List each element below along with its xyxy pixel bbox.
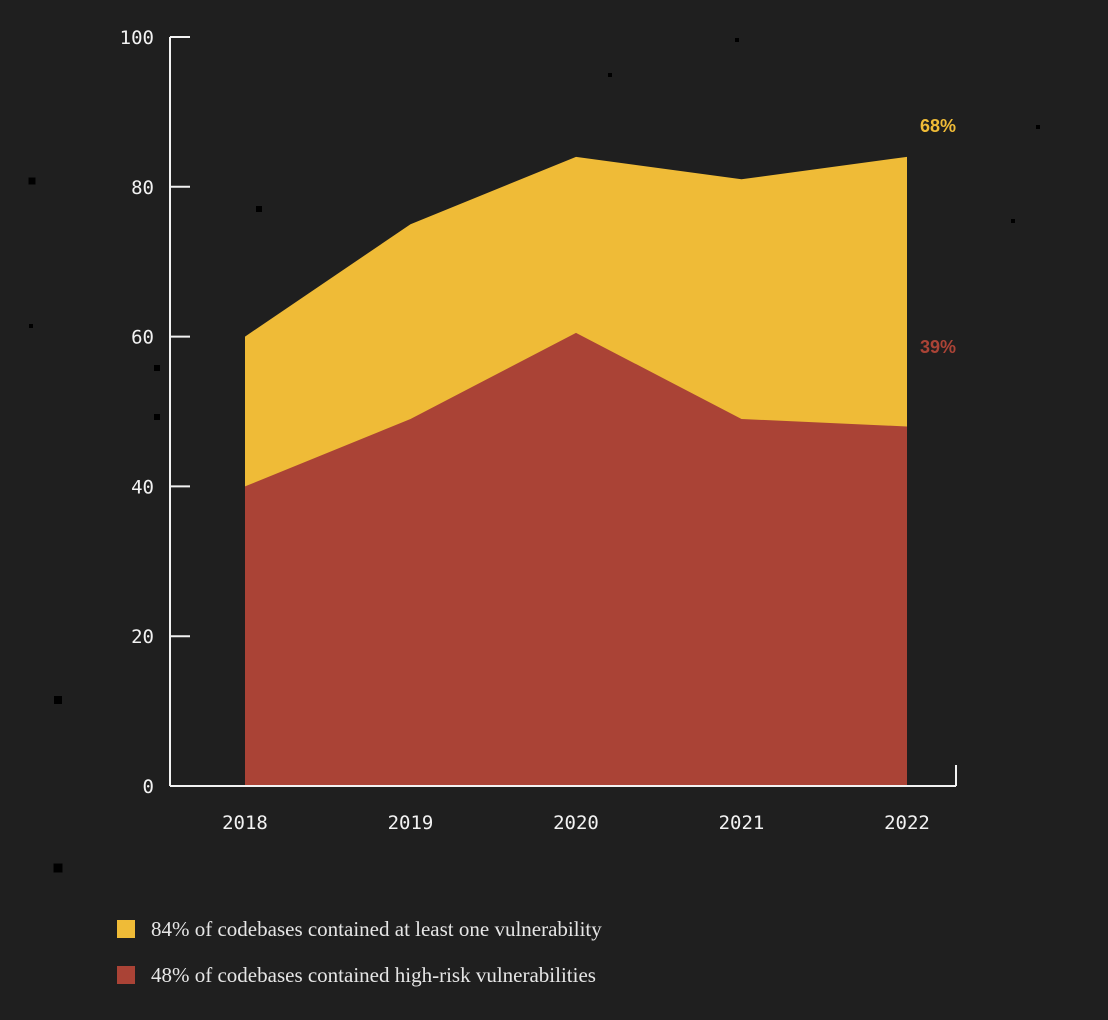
y-tick-label-100: 100 <box>120 27 154 49</box>
legend-label: 48% of codebases contained high-risk vul… <box>151 962 596 987</box>
ticks-layer: 0 20 40 60 80 100 2018 2019 2020 2021 2022 <box>120 27 930 834</box>
areas-layer <box>245 156 907 787</box>
y-tick-label-0: 0 <box>143 776 154 798</box>
x-tick-label-2020: 2020 <box>553 812 599 834</box>
legend-item-high-risk: 48% of codebases contained high-risk vul… <box>117 952 602 998</box>
axes-layer <box>169 37 957 787</box>
speck-7 <box>154 365 160 371</box>
end-label-series-0: 68% <box>920 116 956 136</box>
area-chart: 0 20 40 60 80 100 2018 2019 2020 2021 2022 68% 39% <box>28 27 1040 873</box>
x-tick-label-2018: 2018 <box>222 812 268 834</box>
x-tick-label-2021: 2021 <box>719 812 765 834</box>
y-tick-label-40: 40 <box>131 476 154 498</box>
y-tick-label-80: 80 <box>131 177 154 199</box>
decorative-specks <box>28 38 1040 873</box>
speck-8 <box>154 414 160 420</box>
x-tick-label-2022: 2022 <box>884 812 930 834</box>
speck-10 <box>53 863 63 873</box>
legend-swatch-red <box>117 966 135 984</box>
legend: 84% of codebases contained at least one … <box>117 906 602 998</box>
speck-0 <box>28 177 36 185</box>
y-tick-label-60: 60 <box>131 327 154 349</box>
speck-4 <box>1036 125 1040 129</box>
speck-5 <box>1011 219 1015 223</box>
area-series-1 <box>245 332 907 786</box>
speck-1 <box>256 206 262 212</box>
end-label-series-1: 39% <box>920 337 956 357</box>
legend-label: 84% of codebases contained at least one … <box>151 916 602 941</box>
y-tick-label-20: 20 <box>131 626 154 648</box>
speck-2 <box>608 73 612 77</box>
end-labels-layer: 68% 39% <box>920 116 956 357</box>
speck-3 <box>735 38 739 42</box>
legend-swatch-yellow <box>117 920 135 938</box>
x-tick-label-2019: 2019 <box>388 812 434 834</box>
legend-item-any-vulnerability: 84% of codebases contained at least one … <box>117 906 602 952</box>
speck-9 <box>54 696 62 704</box>
speck-6 <box>29 324 33 328</box>
